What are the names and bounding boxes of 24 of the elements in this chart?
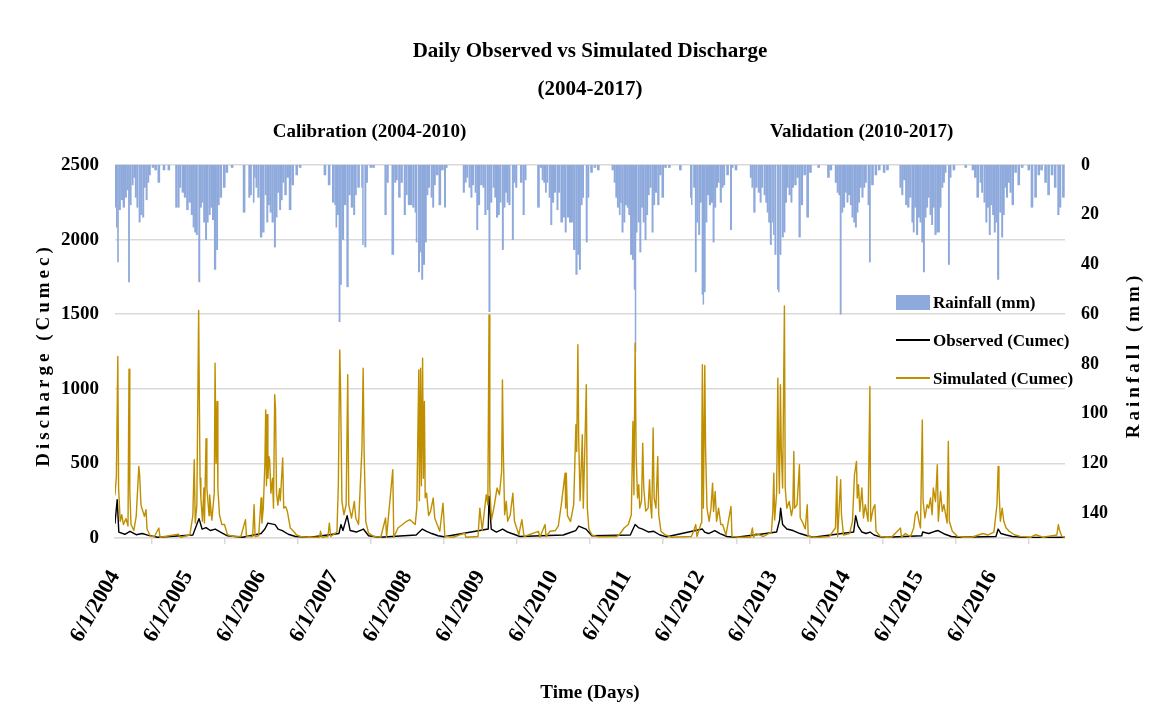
y2-tick-label: 80 [1081,352,1099,373]
y2-tick-label: 100 [1081,402,1108,423]
y2-tick-label: 140 [1081,501,1108,522]
y2-tick-label: 0 [1081,153,1090,174]
legend-label: Rainfall (mm) [933,292,1036,313]
y2-tick-label: 40 [1081,253,1099,274]
y2-tick-label: 120 [1081,452,1108,473]
chart-subtitle: (2004-2017) [537,76,643,101]
chart-title: Daily Observed vs Simulated Discharge [412,38,768,63]
y2-tick-label: 60 [1081,302,1099,323]
y-axis-title: Discharge (Cumec) [31,242,54,467]
y-tick-label: 1500 [61,302,99,324]
legend-label: Simulated (Cumec) [933,368,1074,389]
legend-label: Observed (Cumec) [933,330,1070,351]
text: Calibration (2004-2010) [272,120,467,142]
text: Validation (2010-2017) [769,120,954,142]
y2-tick-label: 20 [1081,203,1099,224]
y-tick-label: 500 [70,451,99,473]
x-axis-title: Time (Days) [540,680,640,703]
y2-axis-title: Rainfall (mm) [1121,271,1144,438]
y-tick-label: 2000 [61,227,99,249]
y-tick-label: 0 [89,525,99,547]
y-tick-label: 2500 [61,152,99,174]
y-tick-label: 1000 [61,376,99,398]
